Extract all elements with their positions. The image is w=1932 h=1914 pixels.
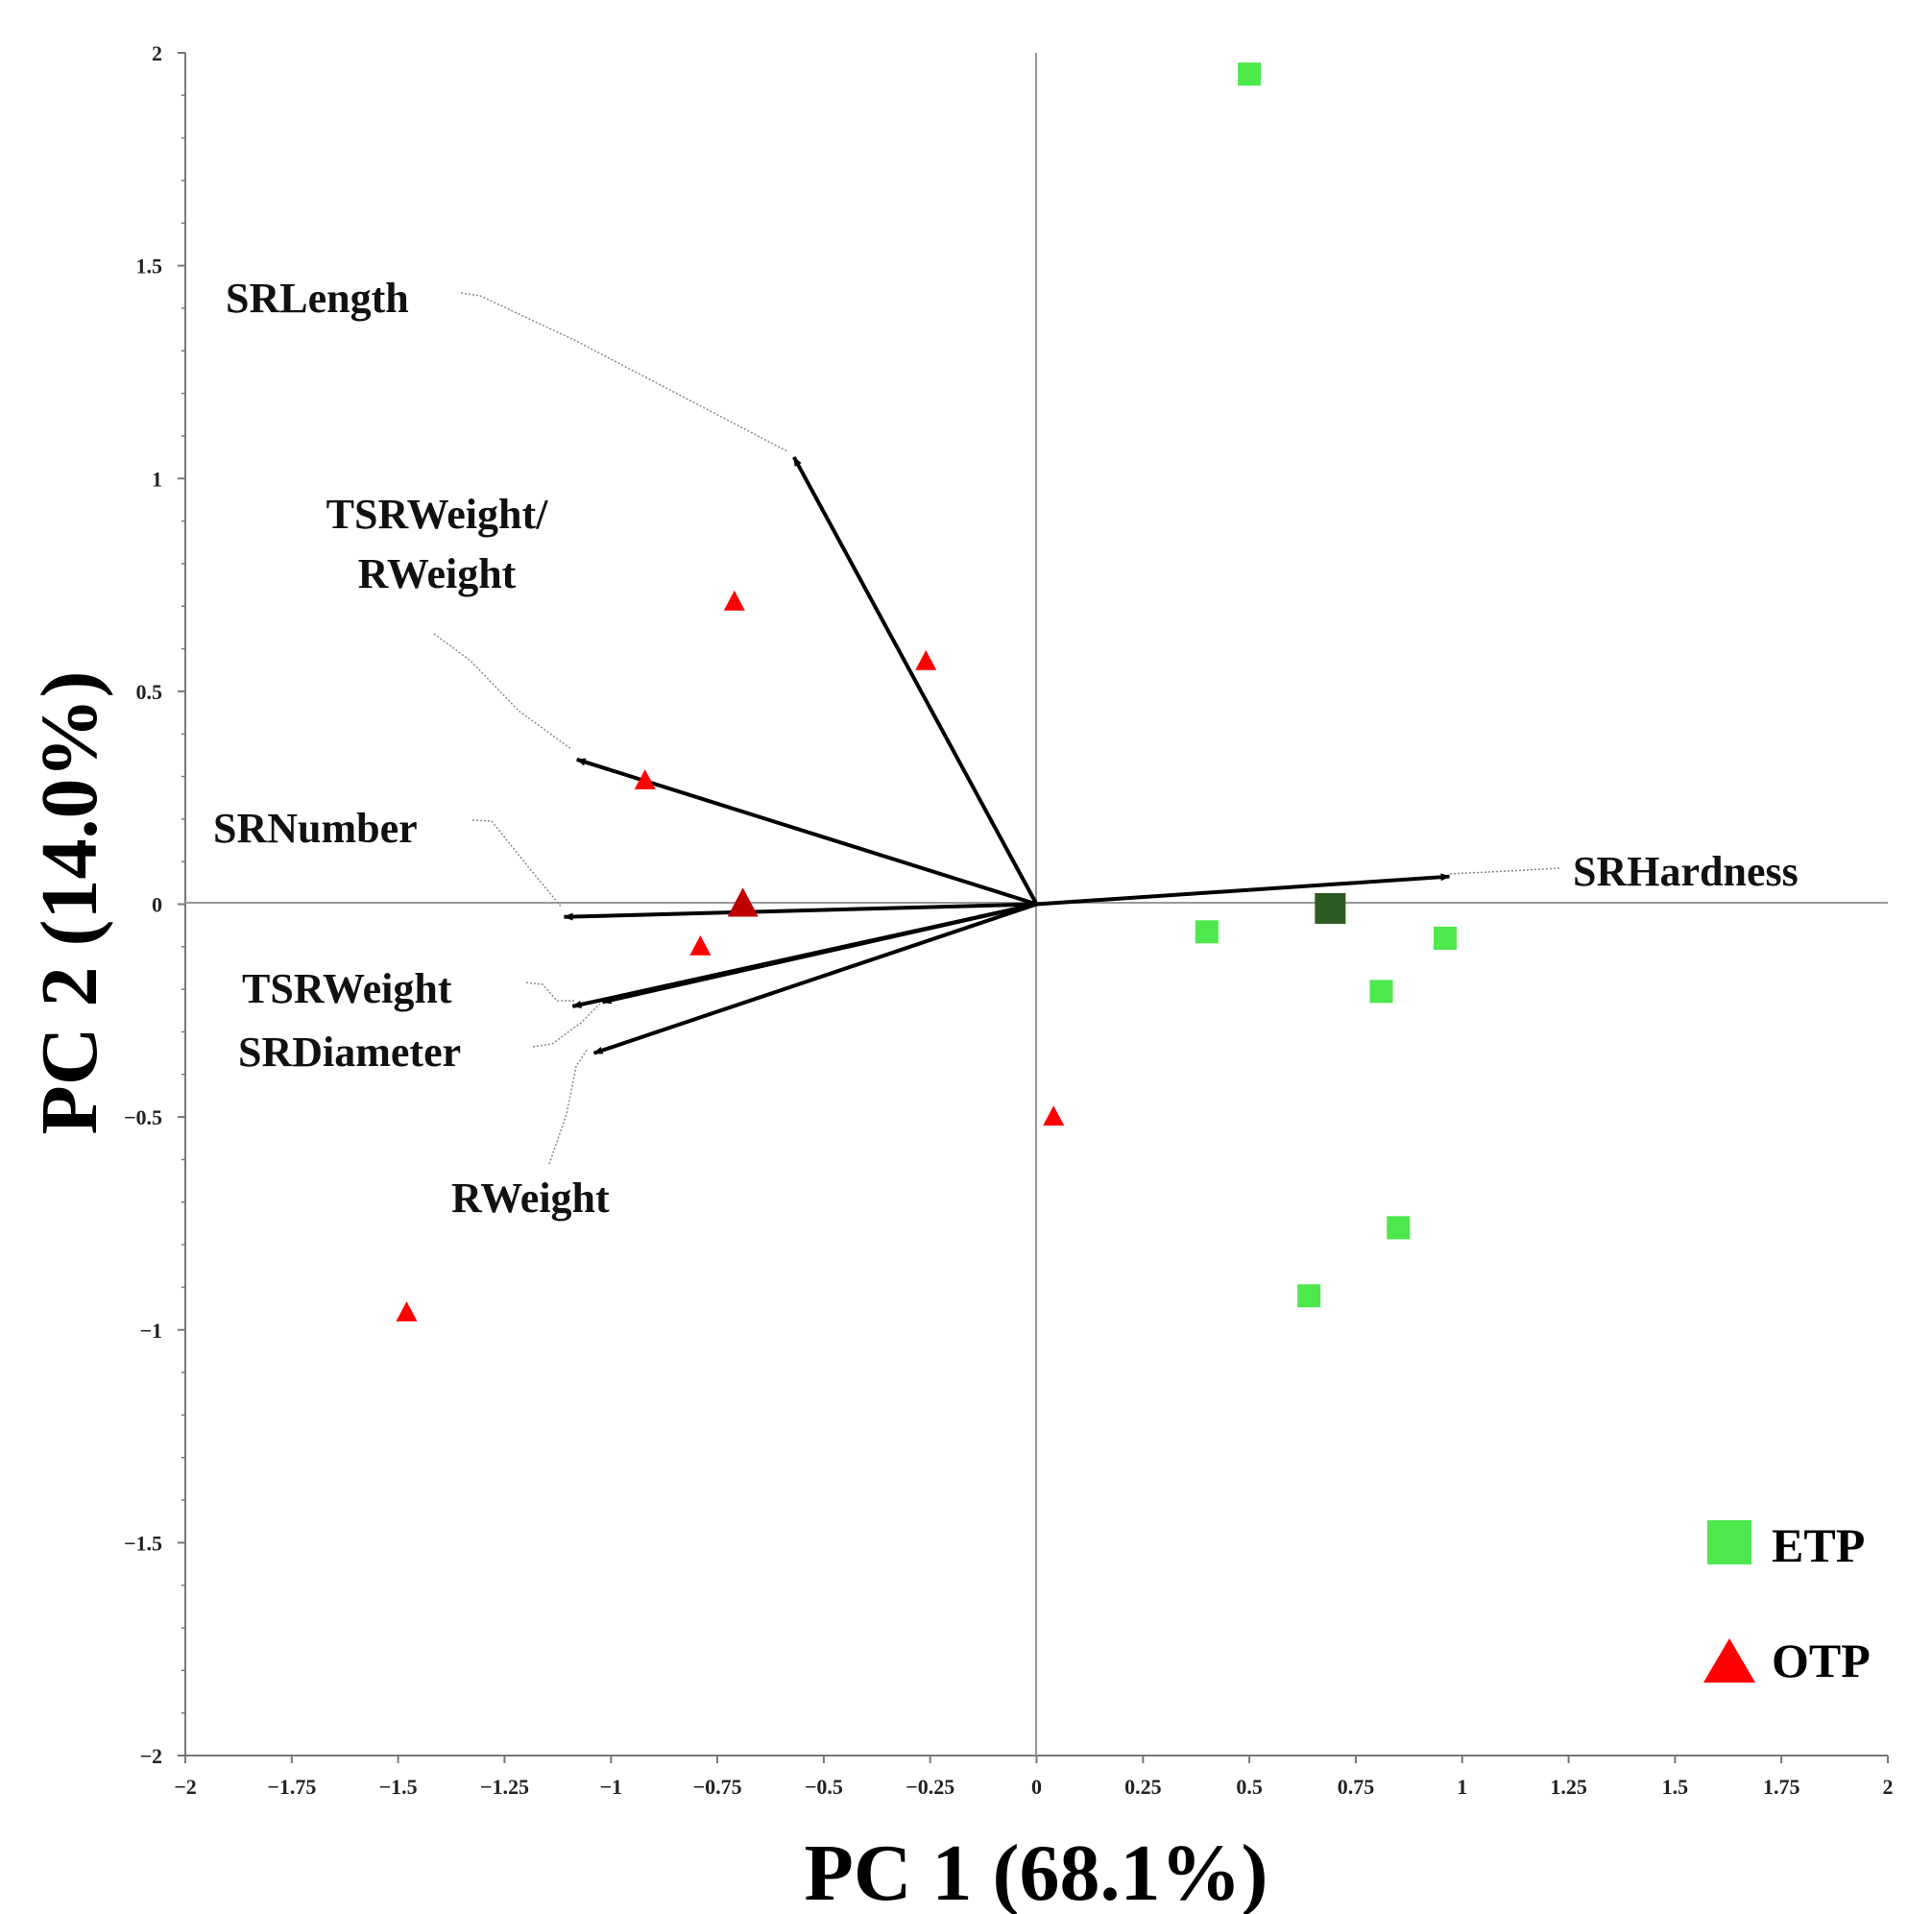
x-tick-label: 0.5 xyxy=(1236,1775,1263,1799)
y-tick-label: −1 xyxy=(139,1319,162,1343)
etp-centroid xyxy=(1315,892,1346,924)
leader-line-tsrweight xyxy=(525,981,574,1002)
loading-label-rweight: RWeight xyxy=(451,1175,610,1222)
x-axis-title: PC 1 (68.1%) xyxy=(805,1829,1268,1914)
loading-arrow-tsrweight-rweight xyxy=(575,757,1038,907)
etp-point xyxy=(1387,1216,1411,1240)
y-tick-label: −0.5 xyxy=(124,1105,162,1129)
etp-point xyxy=(1238,62,1262,86)
leader-line-rweight xyxy=(548,1048,589,1165)
loading-arrow-srnumber xyxy=(563,902,1037,921)
y-axis-title: PC 2 (14.0%) xyxy=(25,671,114,1135)
y-tick-label: 0.5 xyxy=(136,680,163,704)
x-tick-label: −0.25 xyxy=(906,1775,954,1799)
y-ticks: 2 1.5 1 0.5 0 −0.5 −1 −1.5 −2 xyxy=(124,41,185,1768)
x-tick-label: −2 xyxy=(174,1775,197,1799)
legend-otp-marker xyxy=(1703,1638,1755,1683)
loading-label-srdiameter: SRDiameter xyxy=(238,1029,461,1076)
data-points xyxy=(396,62,1458,1321)
otp-point xyxy=(1043,1105,1065,1127)
loading-leader-lines xyxy=(433,292,1561,1165)
leader-line-srdiameter xyxy=(532,1003,601,1048)
x-tick-label: −0.75 xyxy=(693,1775,742,1799)
leader-line-srlength xyxy=(460,292,788,452)
legend: ETP OTP xyxy=(1703,1518,1871,1687)
x-tick-label: −1 xyxy=(599,1775,622,1799)
loading-label-srnumber: SRNumber xyxy=(213,805,418,852)
loading-label-tsrweight: TSRWeight xyxy=(242,965,452,1012)
otp-point xyxy=(915,649,937,670)
loading-arrows xyxy=(563,456,1451,1055)
otp-point xyxy=(396,1301,418,1321)
leader-line-srhardness xyxy=(1449,867,1561,875)
x-tick-label: −1.75 xyxy=(267,1775,316,1799)
etp-point xyxy=(1434,926,1458,950)
y-tick-label: 0 xyxy=(152,893,162,917)
x-tick-label: 2 xyxy=(1883,1775,1894,1799)
x-tick-label: 1.75 xyxy=(1763,1775,1800,1799)
loading-label-srlength: SRLength xyxy=(226,275,409,322)
x-tick-label: 0.25 xyxy=(1124,1775,1162,1799)
x-tick-label: −1.5 xyxy=(379,1775,418,1799)
y-tick-label: 1 xyxy=(152,467,162,491)
legend-etp-marker xyxy=(1707,1520,1751,1564)
leader-line-tsrweight-rweight xyxy=(433,633,572,750)
x-tick-label: −1.25 xyxy=(480,1775,529,1799)
etp-point xyxy=(1297,1284,1321,1308)
loading-arrow-srlength xyxy=(792,456,1039,906)
x-tick-label: 0.75 xyxy=(1338,1775,1375,1799)
x-ticks: −2 −1.75 −1.5 −1.25 −1 −0.75 −0.5 −0.25 0 0.25 0.5… xyxy=(174,1756,1894,1799)
loading-labels: SRLength TSRWeight/RWeight SRNumber TSRWeig… xyxy=(213,275,1799,1222)
otp-centroid xyxy=(727,887,759,917)
loading-label-srhardness: SRHardness xyxy=(1573,848,1799,895)
y-tick-label: 1.5 xyxy=(136,254,163,279)
x-tick-label: 1 xyxy=(1457,1775,1467,1799)
x-tick-label: 1.5 xyxy=(1662,1775,1689,1799)
y-tick-label: −1.5 xyxy=(124,1531,162,1555)
x-tick-label: 1.25 xyxy=(1550,1775,1587,1799)
loading-arrow-srhardness xyxy=(1036,873,1451,907)
legend-etp-label: ETP xyxy=(1772,1518,1865,1572)
leader-line-srnumber xyxy=(471,819,563,909)
etp-point xyxy=(1369,980,1393,1004)
y-tick-label: 2 xyxy=(152,41,162,65)
legend-otp-label: OTP xyxy=(1772,1634,1871,1687)
x-tick-label: −0.5 xyxy=(805,1775,843,1799)
y-tick-label: −2 xyxy=(139,1744,162,1768)
loading-label-tsrweight-rweight: RWeight xyxy=(358,550,517,597)
loading-arrow-rweight xyxy=(592,902,1038,1055)
loading-label-tsrweight-rweight: TSRWeight/ xyxy=(326,491,548,538)
loading-arrow-srdiameter xyxy=(601,902,1037,1005)
otp-point xyxy=(634,769,656,789)
x-tick-label: 0 xyxy=(1031,1775,1042,1799)
otp-point xyxy=(689,934,712,956)
otp-point xyxy=(723,590,745,611)
etp-point xyxy=(1195,920,1219,944)
